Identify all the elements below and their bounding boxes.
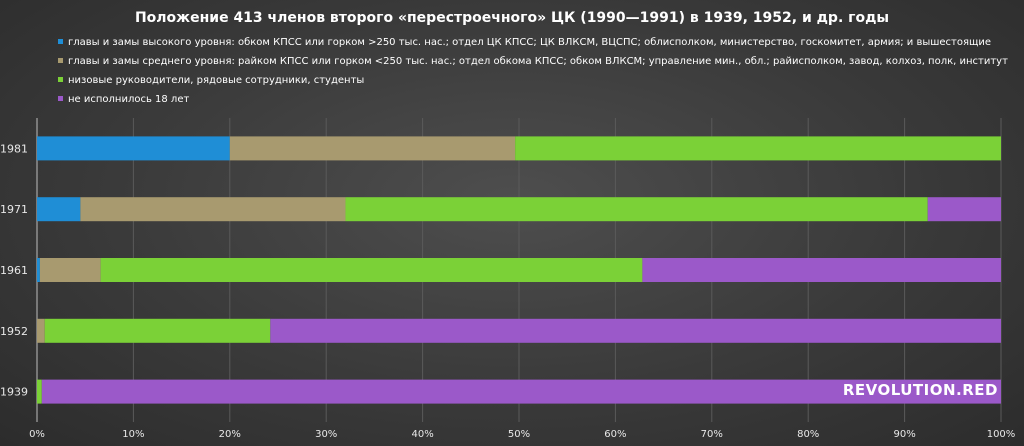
x-tick-label: 100% (987, 429, 1016, 440)
bar-segment (345, 197, 928, 222)
category-label: 1971 (0, 203, 28, 216)
bar-segment (80, 197, 346, 222)
legend-label: низовые руководители, рядовые сотрудники… (68, 75, 364, 86)
category-label: 1939 (0, 386, 28, 399)
legend-swatch (58, 58, 63, 63)
legend-label: главы и замы высокого уровня: обком КПСС… (68, 37, 991, 48)
bar-segment (229, 136, 516, 161)
x-tick-label: 20% (219, 429, 241, 440)
x-tick-label: 70% (701, 429, 723, 440)
x-tick-label: 80% (797, 429, 819, 440)
plot-area: 0% 10% 20% 30% 40% 50% 60% 70% 80% 90% 100% 1981 197… (0, 118, 1015, 440)
legend-swatch (58, 77, 63, 82)
x-tick-label: 50% (508, 429, 530, 440)
x-tick-label: 10% (122, 429, 144, 440)
category-label: 1952 (0, 325, 28, 338)
logo-text: REVOLUTION.RED (843, 381, 998, 399)
x-tick-label: 60% (604, 429, 626, 440)
legend-label: главы и замы среднего уровня: райком КПС… (68, 56, 1008, 67)
bar-segment (37, 379, 42, 404)
bar-segment (37, 197, 81, 222)
category-label: 1981 (0, 142, 28, 155)
x-tick-label: 90% (893, 429, 915, 440)
bar-segment (37, 318, 45, 343)
legend-swatch (58, 96, 63, 101)
bar-segment (39, 258, 101, 282)
chart-title: Положение 413 членов второго «перестроеч… (135, 10, 889, 26)
bar-segment (41, 379, 1001, 404)
bar-segment (44, 318, 271, 343)
bar-segment (642, 258, 1001, 282)
x-tick-label: 0% (29, 429, 45, 440)
x-tick-label: 30% (315, 429, 337, 440)
bar-segment (37, 258, 40, 282)
bar-segment (37, 136, 230, 161)
category-label: 1961 (0, 264, 28, 277)
legend: главы и замы высокого уровня: обком КПСС… (58, 37, 1008, 105)
logo: REVOLUTION.RED (843, 381, 998, 399)
x-tick-label: 40% (411, 429, 433, 440)
bar-segment (100, 258, 643, 282)
bar-segment (515, 136, 1001, 161)
bar-segment (927, 197, 1001, 222)
legend-swatch (58, 39, 63, 44)
legend-label: не исполнилось 18 лет (68, 94, 189, 105)
bar-segment (270, 318, 1002, 343)
